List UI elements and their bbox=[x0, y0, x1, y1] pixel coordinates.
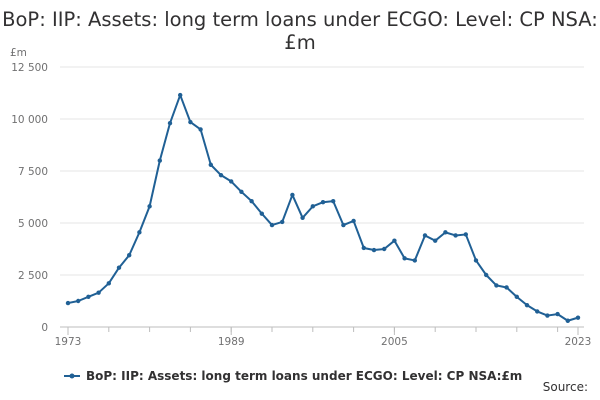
data-point[interactable] bbox=[392, 238, 397, 243]
data-point[interactable] bbox=[453, 233, 458, 238]
x-axis: 1973 1989 2005 2023 bbox=[55, 326, 592, 348]
data-point[interactable] bbox=[269, 222, 275, 228]
x-tick-label: 1973 bbox=[55, 336, 82, 348]
data-point[interactable] bbox=[167, 120, 173, 126]
data-point[interactable] bbox=[514, 294, 519, 300]
data-point[interactable] bbox=[137, 230, 142, 235]
data-point[interactable] bbox=[473, 258, 479, 263]
data-point[interactable] bbox=[259, 211, 264, 216]
legend-series-label: BoP: IIP: Assets: long term loans under … bbox=[86, 369, 522, 383]
grid-lines bbox=[60, 66, 584, 276]
data-point[interactable] bbox=[331, 198, 336, 204]
legend-marker-swatch bbox=[69, 373, 75, 379]
data-point[interactable] bbox=[229, 179, 234, 184]
data-point[interactable] bbox=[310, 204, 315, 209]
data-point[interactable] bbox=[504, 285, 509, 290]
data-point[interactable] bbox=[341, 222, 346, 228]
data-point[interactable] bbox=[178, 92, 183, 98]
data-point[interactable] bbox=[494, 283, 499, 288]
chart-title: BoP: IIP: Assets: long term loans under … bbox=[2, 8, 598, 54]
x-tick-label: 1989 bbox=[218, 336, 245, 348]
data-point[interactable] bbox=[106, 281, 112, 286]
data-point[interactable] bbox=[351, 218, 356, 224]
data-point[interactable] bbox=[147, 204, 152, 209]
data-point[interactable] bbox=[290, 192, 295, 198]
y-tick-label: 12 500 bbox=[11, 62, 48, 74]
data-point[interactable] bbox=[218, 172, 224, 178]
data-point[interactable] bbox=[535, 309, 540, 314]
data-point[interactable] bbox=[249, 198, 254, 204]
y-tick-label: 10 000 bbox=[11, 114, 48, 126]
data-point[interactable] bbox=[412, 258, 417, 263]
data-point[interactable] bbox=[382, 246, 387, 252]
y-tick-label: 2 500 bbox=[18, 270, 48, 282]
data-point[interactable] bbox=[524, 302, 530, 308]
data-point[interactable] bbox=[484, 272, 489, 278]
data-point[interactable] bbox=[545, 313, 550, 318]
y-axis-unit-label: £m bbox=[10, 47, 27, 59]
legend[interactable]: BoP: IIP: Assets: long term loans under … bbox=[64, 369, 522, 383]
data-point[interactable] bbox=[198, 127, 203, 132]
data-point[interactable] bbox=[65, 300, 71, 306]
data-point[interactable] bbox=[280, 219, 285, 225]
data-point[interactable] bbox=[371, 247, 377, 253]
data-point[interactable] bbox=[116, 265, 122, 270]
x-tick-label: 2005 bbox=[381, 336, 408, 348]
data-point[interactable] bbox=[300, 215, 305, 220]
data-point[interactable] bbox=[433, 238, 438, 243]
series-group bbox=[65, 92, 581, 323]
series-line bbox=[67, 94, 579, 322]
y-tick-label: 0 bbox=[41, 322, 48, 334]
data-point[interactable] bbox=[361, 245, 366, 251]
data-point[interactable] bbox=[96, 290, 101, 295]
y-tick-label: 7 500 bbox=[18, 166, 48, 178]
data-point[interactable] bbox=[188, 119, 193, 125]
data-point[interactable] bbox=[320, 200, 326, 205]
data-point[interactable] bbox=[157, 158, 162, 163]
data-point[interactable] bbox=[239, 189, 244, 194]
y-axis: £m 0 2 500 5 000 7 500 10 000 12 500 bbox=[10, 47, 48, 334]
x-tick-label: 2023 bbox=[565, 336, 592, 348]
data-point[interactable] bbox=[76, 298, 81, 304]
data-point[interactable] bbox=[127, 253, 132, 258]
source-label: Source: bbox=[542, 380, 588, 394]
data-point[interactable] bbox=[443, 230, 448, 235]
data-point[interactable] bbox=[402, 256, 407, 261]
data-point[interactable] bbox=[86, 294, 91, 300]
data-point[interactable] bbox=[555, 311, 560, 317]
data-point[interactable] bbox=[208, 162, 213, 167]
data-point[interactable] bbox=[565, 318, 570, 323]
data-point[interactable] bbox=[575, 315, 581, 320]
data-point[interactable] bbox=[463, 232, 468, 237]
y-tick-label: 5 000 bbox=[18, 218, 48, 230]
data-point[interactable] bbox=[422, 233, 428, 238]
